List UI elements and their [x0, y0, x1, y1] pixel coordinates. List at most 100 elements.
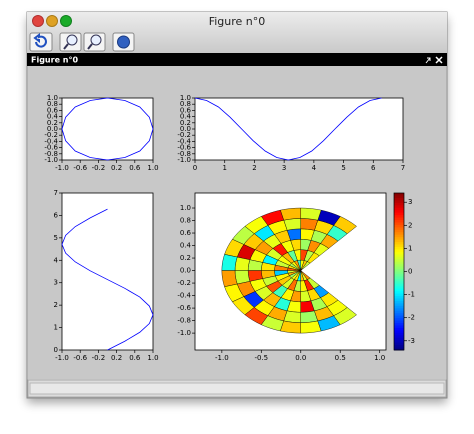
plot-area: [61, 97, 154, 161]
window-title: Figure n°0: [209, 15, 266, 28]
y-tick-label: 0.4: [180, 113, 192, 121]
heat-cell: [221, 270, 238, 287]
toolbar: [29, 32, 135, 52]
minimize-button[interactable]: [46, 15, 58, 27]
y-tick-label: 5: [54, 234, 58, 242]
y-tick-label: 1.0: [47, 94, 58, 102]
colorbar-swatch: [394, 303, 404, 307]
plots: -1.0 -0.6 -0.2 0.2 0.6 1.01.00.80.60.40.20.0-…: [44, 94, 415, 362]
colorbar-swatch: [394, 217, 404, 221]
colorbar-swatch: [394, 305, 404, 309]
x-tick-label: 1.0: [147, 354, 158, 362]
y-tick-label: -0.4: [177, 137, 191, 145]
x-tick-label: -0.6: [73, 164, 87, 172]
x-tick-label: 2: [252, 164, 256, 172]
x-tick-label: 1: [222, 164, 226, 172]
colorbar-swatch: [394, 256, 404, 260]
x-tick-label: -0.2: [92, 164, 106, 172]
x-tick-label: -1.0: [215, 354, 229, 362]
y-tick-label: -1.0: [177, 156, 191, 164]
colorbar-swatch: [394, 278, 404, 282]
colorbar-tick-label: 1: [408, 244, 412, 252]
colorbar-tick-label: -1: [408, 291, 415, 299]
colorbar-swatch: [394, 222, 404, 226]
x-tick-label: -1.0: [55, 164, 69, 172]
y-tick-label: -1.0: [177, 329, 191, 337]
y-tick-label: 1.0: [180, 204, 191, 212]
y-tick-label: -0.8: [44, 150, 58, 158]
zoom-out-handle: [87, 43, 93, 50]
x-tick-label: 0.2: [111, 354, 122, 362]
colorbar-swatch: [394, 310, 404, 314]
colorbar-swatch: [394, 202, 404, 206]
zoom-button[interactable]: [60, 15, 72, 27]
y-tick-label: 1.0: [180, 94, 191, 102]
colorbar-swatch: [394, 281, 404, 285]
y-tick-label: 4: [54, 256, 59, 264]
colorbar-tick-label: 2: [408, 221, 412, 229]
colorbar-swatch: [394, 342, 404, 346]
y-tick-label: 0.8: [180, 217, 191, 225]
y-tick-label: -0.6: [177, 304, 191, 312]
close-button[interactable]: [32, 15, 44, 27]
y-tick-label: 0.2: [180, 119, 191, 127]
x-tick-label: -0.6: [73, 354, 87, 362]
colorbar-swatch: [394, 298, 404, 302]
y-tick-label: 0.0: [47, 125, 58, 133]
y-tick-label: -0.6: [44, 144, 58, 152]
colorbar-swatch: [394, 327, 404, 331]
colorbar-swatch: [394, 335, 404, 339]
x-tick-label: 4: [312, 164, 317, 172]
y-tick-label: 0.6: [180, 229, 192, 237]
colorbar-swatch: [394, 254, 404, 258]
y-tick-label: -0.4: [177, 292, 191, 300]
heat-cell: [300, 320, 322, 334]
colorbar-swatch: [394, 205, 404, 209]
y-tick-label: -0.2: [177, 131, 191, 139]
plot-area: [194, 97, 404, 161]
y-tick-label: -0.8: [177, 150, 191, 158]
colorbar-swatch: [394, 234, 404, 238]
x-tick-label: 0: [193, 164, 197, 172]
y-tick-label: 0.0: [180, 125, 191, 133]
colorbar-swatch: [394, 224, 404, 228]
x-tick-label: 1.0: [374, 354, 385, 362]
colorbar-swatch: [394, 207, 404, 211]
colorbar-swatch: [394, 200, 404, 204]
rotate-icon: [33, 33, 47, 48]
y-tick-label: 0.2: [180, 254, 191, 262]
colorbar-swatch: [394, 313, 404, 317]
y-tick-label: 0.0: [180, 267, 191, 275]
undock-button[interactable]: [425, 57, 431, 64]
y-tick-label: 0.4: [47, 113, 59, 121]
colorbar-swatch: [394, 320, 404, 324]
colorbar-swatch: [394, 293, 404, 297]
colorbar-swatch: [394, 251, 404, 255]
colorbar-swatch: [394, 232, 404, 236]
colorbar-swatch: [394, 264, 404, 268]
help-icon: [117, 35, 130, 49]
colorbar-swatch: [394, 332, 404, 336]
x-tick-label: -0.2: [92, 354, 106, 362]
x-tick-label: 0.0: [295, 354, 306, 362]
colorbar-swatch: [394, 229, 404, 233]
colorbar-swatch: [394, 323, 404, 326]
heat-cell: [234, 256, 251, 271]
colorbar-swatch: [394, 193, 404, 196]
colorbar-swatch: [394, 197, 404, 201]
colorbar-swatch: [394, 215, 404, 219]
y-tick-label: -0.4: [44, 137, 58, 145]
x-tick-label: 0.6: [129, 164, 141, 172]
colorbar-swatch: [394, 239, 404, 243]
y-tick-label: 0.8: [47, 100, 58, 108]
colorbar-swatch: [394, 308, 404, 312]
x-tick-label: -0.5: [254, 354, 268, 362]
zoom-in-handle: [63, 43, 69, 50]
panel-close-button[interactable]: [435, 56, 443, 64]
x-tick-label: 0.2: [111, 164, 122, 172]
y-tick-label: 0.2: [47, 119, 58, 127]
colorbar-swatch: [394, 266, 404, 270]
colorbar-swatch: [394, 325, 404, 329]
